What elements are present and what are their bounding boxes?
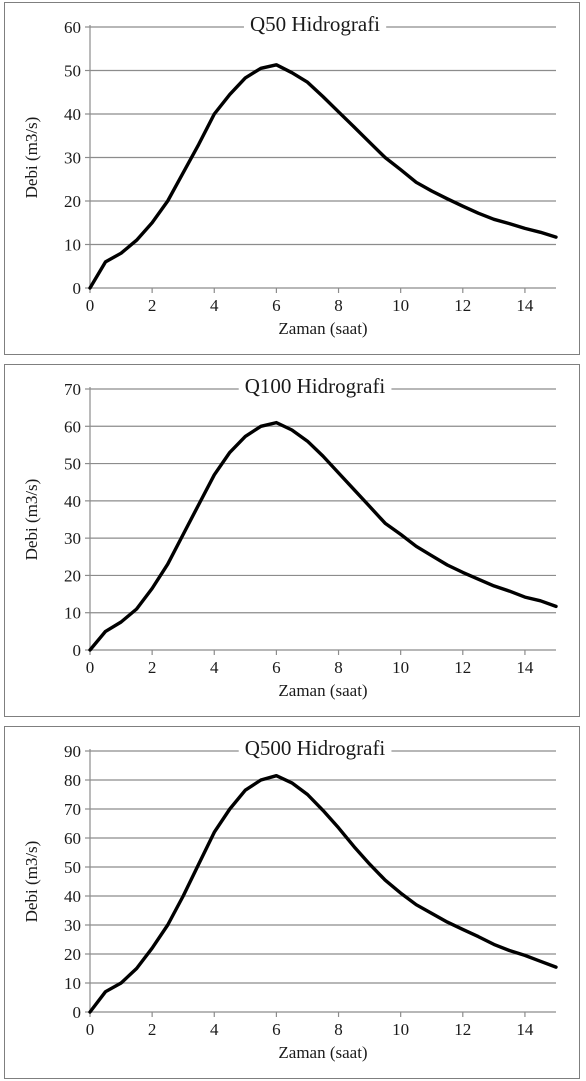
- x-tick-label: 14: [516, 658, 534, 677]
- y-tick-label: 20: [64, 945, 81, 964]
- y-tick-label: 60: [64, 417, 81, 436]
- x-tick-label: 10: [392, 658, 409, 677]
- chart-title: Q50 Hidrografi: [250, 12, 380, 36]
- y-tick-label: 80: [64, 771, 81, 790]
- y-tick-label: 40: [64, 492, 81, 511]
- x-tick-label: 6: [272, 658, 281, 677]
- y-tick-label: 10: [64, 974, 81, 993]
- chart-q500: 0 10 20 30 40 50 60 70 80 90 0 2 4 6 8 10 12 14 Zaman (saa…: [22, 734, 558, 1062]
- title-background: [238, 734, 392, 762]
- y-tick-label: 30: [64, 149, 81, 168]
- y-tick-label: 70: [64, 380, 81, 399]
- x-axis-label: Zaman (saat): [278, 681, 367, 700]
- y-tick-label: 30: [64, 916, 81, 935]
- y-tick-label: 40: [64, 105, 81, 124]
- x-tick-label: 14: [516, 296, 534, 315]
- x-tick-label: 2: [148, 1020, 157, 1039]
- series-line: [88, 420, 558, 652]
- series-line: [88, 63, 558, 290]
- y-tick-label: 0: [73, 279, 82, 298]
- x-tick-label: 0: [86, 296, 95, 315]
- chart-panel-q500: 0 10 20 30 40 50 60 70 80 90 0 2 4 6 8 10 12 14 Zaman (saa…: [4, 726, 580, 1079]
- series-line: [88, 774, 558, 1014]
- chart-title: Q500 Hidrografi: [245, 736, 386, 760]
- y-axis-label: Debi (m3/s): [22, 841, 41, 923]
- x-tick-label: 8: [334, 658, 343, 677]
- chart-panel-q50: 0 10 20 30 40 50 60 0 2 4 6 8 10 12 14 Zaman (saat) Debi…: [4, 2, 580, 355]
- y-tick-label: 60: [64, 18, 81, 37]
- x-tick-label: 6: [272, 296, 281, 315]
- y-tick-label: 90: [64, 742, 81, 761]
- gridlines: [90, 750, 556, 984]
- x-tick-label: 10: [392, 296, 409, 315]
- x-axis-label: Zaman (saat): [278, 1043, 367, 1062]
- y-tick-label: 50: [64, 455, 81, 474]
- title-background: [238, 372, 392, 400]
- x-tick-label: 12: [454, 296, 471, 315]
- y-tick-label: 0: [73, 641, 82, 660]
- chart-q100: 0 10 20 30 40 50 60 70 0 2 4 6 8 10 12 14 Zaman (saat) De…: [22, 372, 558, 700]
- y-tick-label: 0: [73, 1003, 82, 1022]
- x-axis-label: Zaman (saat): [278, 319, 367, 338]
- y-tick-label: 20: [64, 566, 81, 585]
- x-tick-label: 0: [86, 1020, 95, 1039]
- x-tick-label: 6: [272, 1020, 281, 1039]
- x-tick-label: 14: [516, 1020, 534, 1039]
- chart-title: Q100 Hidrografi: [245, 374, 386, 398]
- y-tick-label: 10: [64, 604, 81, 623]
- x-tick-label: 12: [454, 658, 471, 677]
- x-tick-label: 4: [210, 296, 219, 315]
- x-tick-label: 2: [148, 658, 157, 677]
- x-tick-label: 0: [86, 658, 95, 677]
- chart-panel-q100: 0 10 20 30 40 50 60 70 0 2 4 6 8 10 12 14 Zaman (saat) De…: [4, 364, 580, 717]
- y-tick-label: 30: [64, 529, 81, 548]
- x-tick-label: 10: [392, 1020, 409, 1039]
- x-tick-label: 8: [334, 1020, 343, 1039]
- y-tick-label: 50: [64, 858, 81, 877]
- y-tick-label: 20: [64, 192, 81, 211]
- x-tick-label: 4: [210, 658, 219, 677]
- y-tick-label: 40: [64, 887, 81, 906]
- x-tick-label: 8: [334, 296, 343, 315]
- y-axis-label: Debi (m3/s): [22, 479, 41, 561]
- y-tick-label: 70: [64, 800, 81, 819]
- y-tick-label: 10: [64, 236, 81, 255]
- title-background: [243, 10, 387, 38]
- y-tick-label: 50: [64, 62, 81, 81]
- y-axis-label: Debi (m3/s): [22, 117, 41, 199]
- x-tick-label: 2: [148, 296, 157, 315]
- chart-q50: 0 10 20 30 40 50 60 0 2 4 6 8 10 12 14 Zaman (saat) Debi…: [22, 10, 558, 338]
- x-tick-label: 4: [210, 1020, 219, 1039]
- y-tick-label: 60: [64, 829, 81, 848]
- x-tick-label: 12: [454, 1020, 471, 1039]
